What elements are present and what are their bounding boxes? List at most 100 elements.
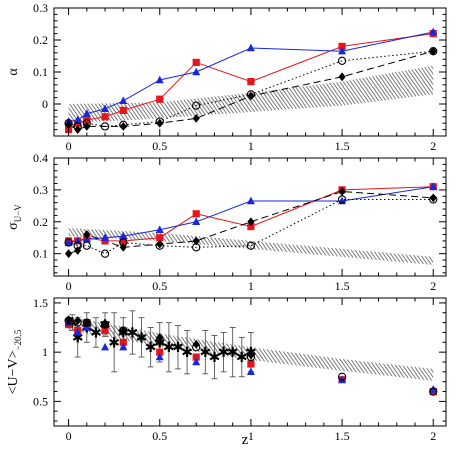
data-point-blue-triangle — [192, 357, 201, 366]
observation-point: ✱ — [236, 351, 248, 366]
data-point-blue-triangle — [192, 67, 201, 76]
observation-point: ✱ — [163, 341, 175, 356]
series-line-blue-triangle — [68, 186, 434, 244]
observation-point: ✱ — [66, 317, 78, 332]
data-point-black-diamond — [429, 46, 437, 56]
data-point-blue-triangle — [246, 43, 255, 52]
data-point-black-diamond — [156, 239, 164, 249]
data-point-blue-triangle — [155, 225, 164, 233]
y-axis-label: <U−V>−20.5 — [6, 329, 23, 394]
data-point-blue-triangle — [246, 196, 255, 205]
y-tick-label: 0.2 — [33, 215, 48, 229]
data-point-black-diamond — [192, 114, 200, 123]
y-tick-label: 1.5 — [33, 296, 48, 310]
data-point-black-circle — [337, 372, 347, 381]
data-point-blue-triangle — [119, 342, 128, 351]
data-point-black-diamond — [83, 230, 91, 239]
data-point-red-square — [192, 58, 200, 66]
data-point-red-square — [192, 353, 200, 361]
data-point-red-square — [156, 348, 164, 356]
data-point-blue-triangle — [119, 231, 128, 240]
data-point-blue-triangle — [429, 385, 438, 393]
data-point-blue-triangle — [155, 75, 164, 84]
observation-point: ✱ — [136, 331, 148, 346]
data-point-red-square — [156, 95, 164, 103]
data-point-black-diamond — [119, 122, 127, 131]
x-tick-label: 2 — [430, 279, 436, 293]
observation-point: ✱ — [127, 326, 139, 341]
y-tick-label: 0 — [42, 97, 48, 111]
data-point-red-square — [119, 237, 127, 245]
data-point-black-diamond — [74, 125, 82, 134]
y-tick-label: 0.4 — [33, 151, 48, 165]
data-point-blue-triangle — [64, 238, 73, 246]
y-tick-label: 0.3 — [33, 183, 48, 197]
data-point-blue-triangle — [429, 27, 438, 36]
data-point-red-square — [156, 234, 164, 242]
observation-point: ✱ — [218, 346, 230, 361]
shared-x-axis-label: z — [242, 432, 249, 448]
data-point-blue-triangle — [119, 96, 128, 104]
data-point-blue-triangle — [155, 352, 164, 361]
y-axis-label: σU−V — [6, 204, 23, 230]
data-point-red-square — [247, 360, 255, 368]
data-point-black-diamond — [119, 242, 127, 252]
series-line-black-circle — [68, 50, 434, 127]
data-point-blue-triangle — [82, 109, 91, 117]
data-point-black-diamond — [119, 326, 127, 335]
panel-3: ✱✱✱✱✱✱✱✱✱✱✱✱✱✱✱✱✱✱✱✱00.511.520.511.5<U−V… — [6, 296, 447, 443]
data-point-blue-triangle — [73, 115, 82, 124]
data-point-red-square — [338, 42, 346, 50]
data-point-black-diamond — [247, 217, 255, 227]
data-point-blue-triangle — [101, 342, 110, 351]
data-point-black-diamond — [101, 320, 109, 329]
data-point-black-circle — [100, 122, 110, 131]
data-point-blue-triangle — [192, 217, 201, 225]
data-point-black-diamond — [83, 318, 91, 328]
x-tick-label: 1 — [248, 429, 254, 443]
data-point-black-circle — [337, 56, 347, 65]
data-point-red-square — [101, 113, 109, 121]
y-tick-label: 0.2 — [33, 33, 48, 47]
x-tick-label: 0.5 — [152, 139, 167, 153]
data-point-blue-triangle — [338, 375, 347, 383]
x-tick-label: 2 — [430, 139, 436, 153]
observation-point: ✱ — [172, 341, 184, 356]
x-tick-label: 0.5 — [152, 429, 167, 443]
data-point-black-diamond — [74, 246, 82, 255]
observation-point: ✱ — [199, 346, 211, 361]
x-tick-label: 1.5 — [335, 139, 350, 153]
series-line-blue-triangle — [68, 31, 434, 123]
data-point-black-diamond — [247, 350, 255, 360]
data-point-black-diamond — [64, 120, 73, 130]
data-point-red-square — [119, 338, 127, 346]
series-line-red-square — [68, 33, 434, 131]
data-point-red-square — [101, 326, 109, 335]
data-point-red-square — [119, 106, 127, 114]
observation-point: ✱ — [72, 331, 84, 346]
data-point-black-circle — [100, 249, 110, 258]
data-point-black-diamond — [64, 249, 73, 259]
data-point-black-diamond — [429, 193, 437, 203]
data-point-black-diamond — [74, 316, 82, 326]
x-tick-label: 1 — [248, 279, 254, 293]
observation-point: ✱ — [90, 326, 102, 341]
data-point-black-diamond — [338, 72, 346, 82]
data-point-black-diamond — [192, 236, 200, 246]
y-tick-label: 1 — [42, 345, 48, 359]
data-point-black-diamond — [83, 122, 91, 131]
x-tick-label: 1.5 — [335, 429, 350, 443]
data-point-black-circle — [429, 387, 438, 396]
x-tick-label: 0.5 — [152, 279, 167, 293]
y-tick-label: 0.1 — [33, 247, 48, 261]
observation-point: ✱ — [108, 336, 120, 351]
data-point-red-square — [192, 210, 200, 218]
data-point-black-circle — [82, 241, 91, 250]
y-axis-label: α — [6, 68, 21, 76]
plot-frame — [53, 157, 447, 277]
data-point-black-diamond — [247, 91, 255, 101]
x-tick-label: 1 — [248, 139, 254, 153]
data-point-blue-triangle — [338, 46, 347, 55]
data-point-blue-triangle — [101, 104, 110, 112]
